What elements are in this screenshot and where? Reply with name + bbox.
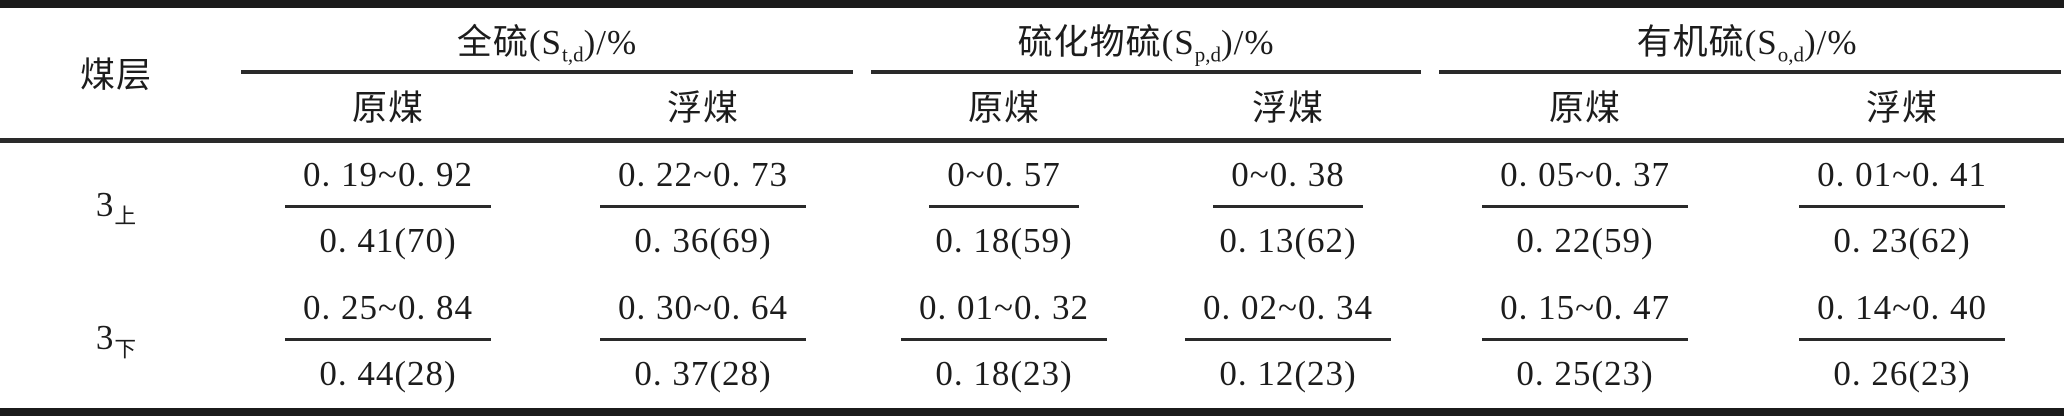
range-mean-fraction: 0. 14~0. 40 0. 26(23) — [1799, 288, 2005, 394]
cell-sulfide-float: 0. 02~0. 34 0. 12(23) — [1146, 274, 1430, 408]
value-range: 0~0. 57 — [929, 155, 1079, 209]
value-mean-count: 0. 37(28) — [634, 354, 772, 393]
cell-total-raw: 0. 25~0. 84 0. 44(28) — [232, 274, 544, 408]
subheader-raw-coal-organic: 原煤 — [1430, 74, 1741, 143]
subheader-float-coal-sulfide: 浮煤 — [1146, 74, 1431, 143]
value-range: 0. 15~0. 47 — [1482, 288, 1688, 341]
range-mean-fraction: 0~0. 57 0. 18(59) — [929, 155, 1079, 261]
stub-header-coal-seam: 煤层 — [0, 8, 232, 143]
value-range: 0~0. 38 — [1213, 155, 1363, 209]
group-label-prefix: 硫化物硫(S — [1017, 23, 1195, 63]
value-mean-count: 0. 22(59) — [1516, 221, 1654, 261]
value-range: 0. 02~0. 34 — [1185, 288, 1391, 341]
range-mean-fraction: 0. 25~0. 84 0. 44(28) — [285, 288, 491, 394]
table-row-seam-3-lower: 3下 0. 25~0. 84 0. 44(28) 0. 30~0. 64 0. … — [0, 274, 2064, 408]
value-mean-count: 0. 25(23) — [1516, 354, 1654, 393]
subheader-float-coal-total: 浮煤 — [544, 74, 863, 143]
group-header-total-sulfur: 全硫(St,d)/% — [232, 8, 862, 74]
row-label-seam-3-lower: 3下 — [0, 274, 232, 408]
row-label-seam-3-upper: 3上 — [0, 140, 232, 274]
value-range: 0. 05~0. 37 — [1482, 155, 1688, 209]
value-mean-count: 0. 12(23) — [1219, 354, 1357, 393]
row-label-base: 3 — [95, 185, 115, 225]
group-header-row: 煤层 全硫(St,d)/% 硫化物硫(Sp,d)/% 有机硫(So,d)/% — [0, 8, 2064, 143]
range-mean-fraction: 0. 30~0. 64 0. 37(28) — [600, 288, 806, 394]
cell-organic-float: 0. 01~0. 41 0. 23(62) — [1740, 140, 2064, 274]
coal-seam-sulfur-table: 煤层 全硫(St,d)/% 硫化物硫(Sp,d)/% 有机硫(So,d)/% 原… — [0, 8, 2064, 408]
cell-organic-float: 0. 14~0. 40 0. 26(23) — [1740, 274, 2064, 408]
table-row-seam-3-upper: 3上 0. 19~0. 92 0. 41(70) 0. 22~0. 73 0. … — [0, 140, 2064, 274]
value-range: 0. 25~0. 84 — [285, 288, 491, 341]
cell-sulfide-raw: 0. 01~0. 32 0. 18(23) — [862, 274, 1146, 408]
range-mean-fraction: 0. 02~0. 34 0. 12(23) — [1185, 288, 1391, 394]
group-label-subscript: p,d — [1194, 42, 1221, 67]
value-mean-count: 0. 18(23) — [935, 354, 1073, 393]
group-label-suffix: )/% — [1803, 23, 1858, 63]
range-mean-fraction: 0. 05~0. 37 0. 22(59) — [1482, 155, 1688, 261]
row-label-base: 3 — [95, 318, 115, 358]
group-label-prefix: 有机硫(S — [1636, 23, 1778, 63]
group-label-prefix: 全硫(S — [456, 23, 562, 63]
value-range: 0. 19~0. 92 — [285, 155, 491, 209]
range-mean-fraction: 0~0. 38 0. 13(62) — [1213, 155, 1363, 261]
range-mean-fraction: 0. 01~0. 41 0. 23(62) — [1799, 155, 2005, 261]
range-mean-fraction: 0. 19~0. 92 0. 41(70) — [285, 155, 491, 261]
subheader-raw-coal-total: 原煤 — [232, 74, 544, 143]
row-label-subscript: 上 — [114, 205, 137, 230]
cell-total-float: 0. 30~0. 64 0. 37(28) — [544, 274, 862, 408]
cell-organic-raw: 0. 15~0. 47 0. 25(23) — [1430, 274, 1740, 408]
range-mean-fraction: 0. 22~0. 73 0. 36(69) — [600, 155, 806, 261]
value-mean-count: 0. 18(59) — [935, 221, 1073, 261]
group-label-subscript: t,d — [562, 42, 584, 67]
range-mean-fraction: 0. 01~0. 32 0. 18(23) — [901, 288, 1107, 394]
value-mean-count: 0. 44(28) — [319, 354, 457, 393]
group-label-suffix: )/% — [583, 23, 638, 63]
cell-total-float: 0. 22~0. 73 0. 36(69) — [544, 140, 862, 274]
value-mean-count: 0. 41(70) — [319, 221, 457, 261]
subheader-float-coal-organic: 浮煤 — [1740, 74, 2064, 143]
value-range: 0. 30~0. 64 — [600, 288, 806, 341]
subheader-row: 原煤 浮煤 原煤 浮煤 原煤 浮煤 — [0, 74, 2064, 143]
group-label-subscript: o,d — [1777, 42, 1804, 67]
group-header-organic-sulfur: 有机硫(So,d)/% — [1430, 8, 2064, 74]
value-range: 0. 01~0. 41 — [1799, 155, 2005, 209]
subheader-raw-coal-sulfide: 原煤 — [862, 74, 1147, 143]
value-range: 0. 01~0. 32 — [901, 288, 1107, 341]
value-range: 0. 22~0. 73 — [600, 155, 806, 209]
group-label-suffix: )/% — [1220, 23, 1275, 63]
cell-total-raw: 0. 19~0. 92 0. 41(70) — [232, 140, 544, 274]
value-mean-count: 0. 13(62) — [1219, 221, 1357, 261]
group-header-sulfide-sulfur: 硫化物硫(Sp,d)/% — [862, 8, 1430, 74]
value-mean-count: 0. 36(69) — [634, 221, 772, 261]
value-mean-count: 0. 23(62) — [1833, 221, 1971, 261]
row-label-subscript: 下 — [114, 337, 137, 362]
cell-sulfide-raw: 0~0. 57 0. 18(59) — [862, 140, 1146, 274]
value-range: 0. 14~0. 40 — [1799, 288, 2005, 341]
cell-organic-raw: 0. 05~0. 37 0. 22(59) — [1430, 140, 1740, 274]
cell-sulfide-float: 0~0. 38 0. 13(62) — [1146, 140, 1430, 274]
stub-header-label: 煤层 — [79, 56, 152, 96]
value-mean-count: 0. 26(23) — [1833, 354, 1971, 393]
range-mean-fraction: 0. 15~0. 47 0. 25(23) — [1482, 288, 1688, 394]
